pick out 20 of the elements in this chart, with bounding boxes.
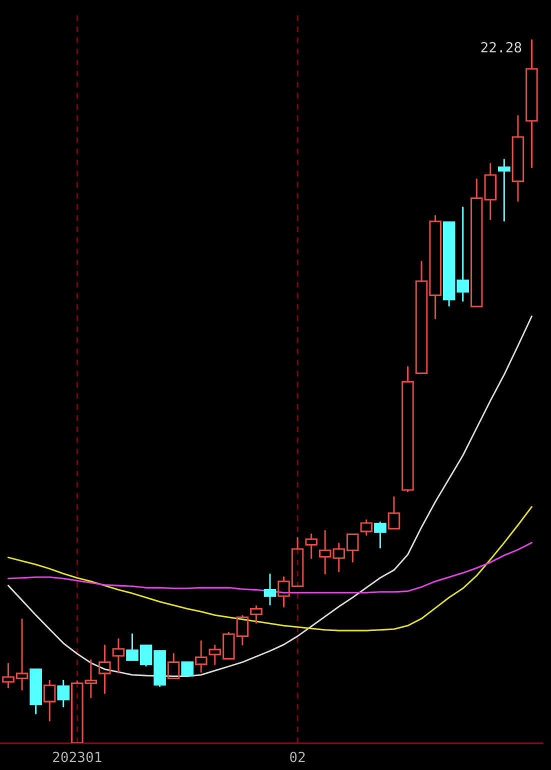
candlestick [250,605,262,624]
candlestick [167,653,180,680]
candlestick [526,39,538,168]
candlestick [194,640,208,673]
x-tick-label: 202301 [53,752,102,762]
candlestick [512,115,524,202]
candlestick [112,638,125,674]
candlestick [374,522,386,548]
candlestick [305,533,318,559]
candlestick [498,158,510,222]
candlestick [181,661,194,676]
candlestick [388,496,400,530]
candlestick [43,680,56,722]
candlestick [402,366,414,492]
candlestick [98,644,111,694]
candlestick [30,668,42,714]
x-tick-label: 02 [290,752,305,762]
candlestick [264,574,276,606]
candlestick [57,680,70,708]
annotation: 22.28 [481,42,522,53]
